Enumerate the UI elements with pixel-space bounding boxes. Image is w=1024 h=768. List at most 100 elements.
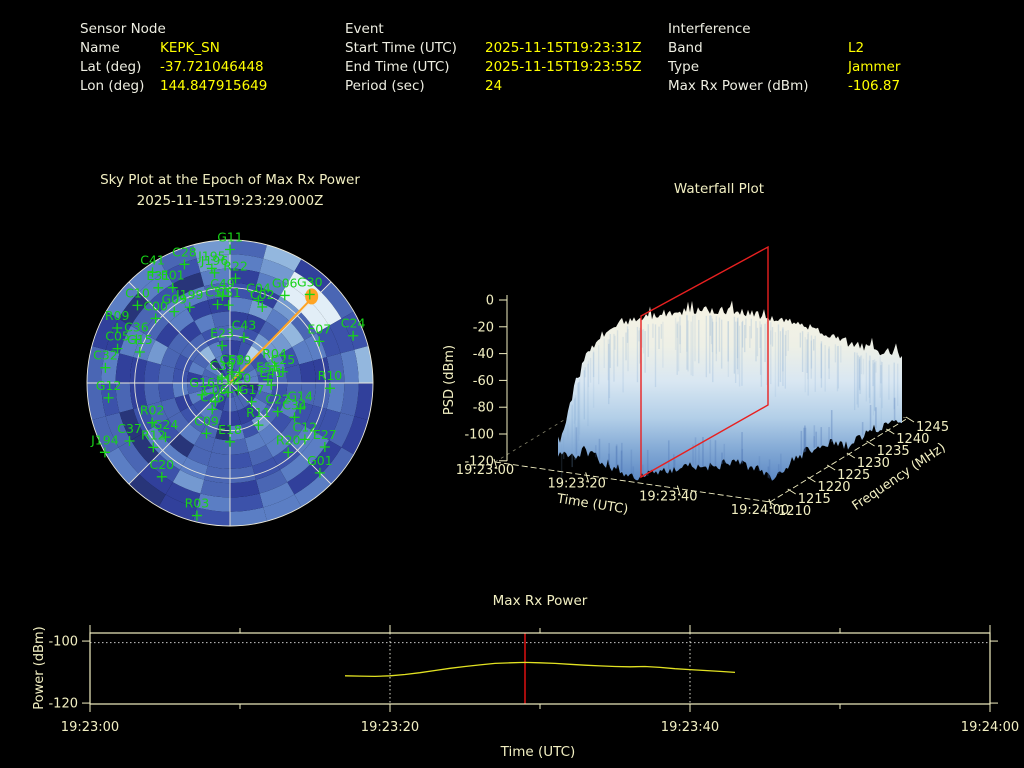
satellite-marker bbox=[160, 432, 171, 443]
satellite-label: C50 bbox=[205, 285, 230, 300]
satellite-label: C09 bbox=[194, 413, 219, 428]
satellite-label: E12 bbox=[216, 372, 240, 387]
satellite-marker bbox=[100, 362, 111, 373]
power-tick-label: -120 bbox=[48, 697, 78, 712]
sensor-lon-label: Lon (deg) bbox=[80, 78, 145, 94]
satellite-marker bbox=[295, 403, 306, 414]
satellite-label: R04 bbox=[262, 346, 287, 361]
sensor-lat-label: Lat (deg) bbox=[80, 59, 142, 75]
satellite-label: J194 bbox=[90, 432, 119, 447]
satellite-marker bbox=[299, 434, 310, 445]
satellite-marker bbox=[216, 372, 227, 383]
satellite-label: J196 bbox=[200, 253, 229, 268]
psd-tick-label: -100 bbox=[464, 428, 494, 443]
satellite-marker bbox=[253, 420, 264, 431]
satellite-label: G12 bbox=[96, 378, 122, 393]
satellite-marker bbox=[234, 367, 245, 378]
time-tick-label: 19:23:20 bbox=[361, 720, 419, 735]
satellite-marker bbox=[150, 313, 161, 324]
satellite-marker bbox=[225, 436, 235, 447]
satellite-label: C49 bbox=[210, 276, 235, 291]
satellite-marker bbox=[207, 404, 218, 415]
psd-tick-label: -120 bbox=[464, 454, 494, 469]
satellite-label: C32 bbox=[93, 348, 118, 363]
satellite-label: E51 bbox=[256, 360, 280, 375]
satellite-label: C20 bbox=[150, 457, 175, 472]
satellite-label: E18 bbox=[218, 422, 242, 437]
satellite-label: R11 bbox=[246, 405, 271, 420]
satellite-marker bbox=[223, 300, 234, 311]
satellite-marker bbox=[348, 330, 359, 341]
satellite-marker bbox=[201, 428, 212, 439]
satellite-label: R12 bbox=[141, 427, 166, 442]
satellite-marker bbox=[217, 340, 228, 351]
waterfall-freq-tick-label: 1230 bbox=[857, 456, 890, 471]
waterfall-freq-tick-label: 1235 bbox=[877, 444, 910, 459]
satellite-label: G16 bbox=[189, 375, 215, 390]
satellite-label: C22 bbox=[265, 392, 290, 407]
psd-tick-label: -60 bbox=[473, 374, 494, 389]
satellite-label: G20 bbox=[226, 370, 252, 385]
satellite-marker bbox=[147, 417, 158, 428]
max-rx-power-curve bbox=[344, 661, 736, 678]
satellite-label: C00 bbox=[143, 298, 168, 313]
satellite-label: C25 bbox=[271, 352, 296, 367]
event-heading: Event bbox=[345, 21, 384, 37]
satellite-label: C36 bbox=[124, 319, 149, 334]
satellite-label: C05 bbox=[105, 329, 130, 344]
waterfall-freq-tick-label: 1225 bbox=[837, 468, 870, 483]
satellite-marker bbox=[257, 301, 268, 312]
power-plot-title: Max Rx Power bbox=[492, 593, 588, 609]
satellite-label: E27 bbox=[313, 427, 337, 442]
satellite-label: G06 bbox=[272, 275, 298, 290]
satellite-marker bbox=[209, 267, 220, 278]
satellite-label: C28 bbox=[172, 244, 197, 259]
satellite-marker bbox=[153, 282, 164, 293]
satellite-label: C26 bbox=[200, 389, 225, 404]
max-power-marker bbox=[305, 288, 319, 305]
satellite-marker bbox=[266, 380, 277, 391]
waterfall-freq-tick-label: 1220 bbox=[817, 480, 850, 495]
satellite-marker bbox=[148, 442, 159, 453]
satellite-label: C02 bbox=[250, 287, 275, 302]
satellite-label: E41 bbox=[259, 365, 283, 380]
satellite-marker bbox=[184, 302, 195, 313]
waterfall-freq-tick-label: 1210 bbox=[778, 504, 811, 519]
satellite-marker bbox=[283, 447, 294, 458]
satellite-marker bbox=[314, 336, 325, 347]
satellite-marker bbox=[262, 374, 273, 385]
waterfall-time-tick-label: 19:23:40 bbox=[639, 490, 697, 505]
satellite-label: C04 bbox=[246, 280, 271, 295]
satellite-marker bbox=[319, 441, 330, 452]
satellite-label: C39 bbox=[210, 358, 235, 373]
satellite-label: C24 bbox=[341, 316, 366, 331]
power-plot: -100 -120 19:23:00 19:23:20 19:23:40 19:24:00… bbox=[32, 625, 1019, 735]
satellite-label: E31 bbox=[146, 268, 170, 283]
event-end-label: End Time (UTC) bbox=[345, 59, 450, 75]
sensor-lat-value: -37.721046448 bbox=[160, 59, 264, 75]
satellite-marker bbox=[169, 306, 180, 317]
waterfall-freq-tick-label: 1215 bbox=[798, 492, 831, 507]
skyplot-subtitle: 2025-11-15T19:23:29.000Z bbox=[136, 193, 324, 209]
interference-heading: Interference bbox=[668, 21, 751, 37]
satellite-label: C41 bbox=[140, 252, 165, 267]
event-period-label: Period (sec) bbox=[345, 78, 425, 94]
satellite-marker bbox=[179, 259, 190, 270]
satellite-label: G30 bbox=[297, 274, 323, 289]
event-period-value: 24 bbox=[485, 78, 503, 94]
satellite-label: E19 bbox=[228, 352, 252, 367]
satellite-label: G11 bbox=[217, 230, 243, 245]
satellite-marker bbox=[103, 392, 114, 403]
interference-band-value: L2 bbox=[848, 40, 865, 56]
waterfall-freq-tick-label: 1240 bbox=[896, 432, 929, 447]
time-tick-label: 19:23:00 bbox=[61, 720, 119, 735]
satellite-marker bbox=[277, 366, 288, 377]
satellite-marker bbox=[191, 510, 202, 521]
satellite-label: R22 bbox=[223, 258, 248, 273]
interference-type-label: Type bbox=[668, 59, 700, 75]
event-start-value: 2025-11-15T19:23:31Z bbox=[485, 40, 642, 56]
satellite-marker bbox=[197, 389, 208, 400]
skyplot-title: Sky Plot at the Epoch of Max Rx Power bbox=[100, 172, 360, 188]
satellite-label: G17 bbox=[239, 382, 265, 397]
satellite-marker bbox=[253, 295, 264, 306]
